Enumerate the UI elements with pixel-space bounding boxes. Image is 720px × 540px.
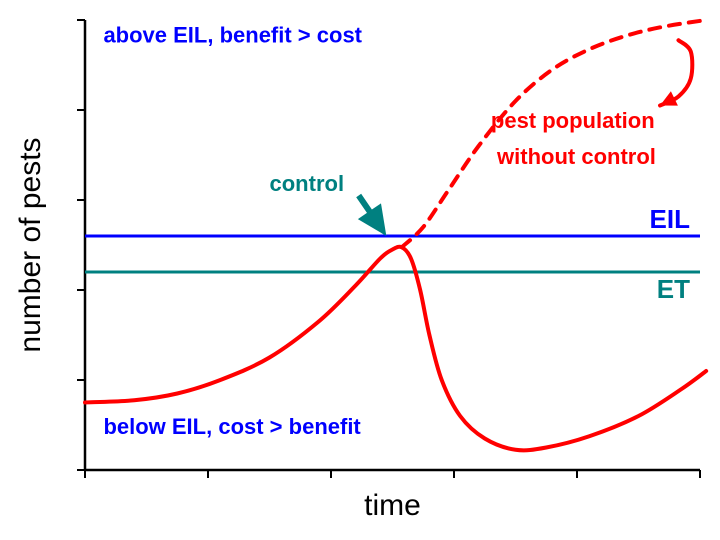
pest-threshold-chart: EIL ET above EIL, benefit > cost below E… [0,0,720,540]
control-arrow-icon [356,194,386,236]
axes [77,20,700,478]
control-annotation: control [270,171,345,196]
y-axis-label: number of pests [14,137,47,352]
below-eil-annotation: below EIL, cost > benefit [103,414,361,439]
pest-without-control-annotation-2: without control [496,144,656,169]
pest-without-control-annotation-1: pest population [491,108,655,133]
uncontrolled-arrow-icon [660,40,692,105]
et-label: ET [657,274,690,304]
chart-svg: EIL ET above EIL, benefit > cost below E… [0,0,720,540]
above-eil-annotation: above EIL, benefit > cost [103,23,362,48]
eil-label: EIL [650,204,691,234]
x-axis-label: time [364,489,421,522]
